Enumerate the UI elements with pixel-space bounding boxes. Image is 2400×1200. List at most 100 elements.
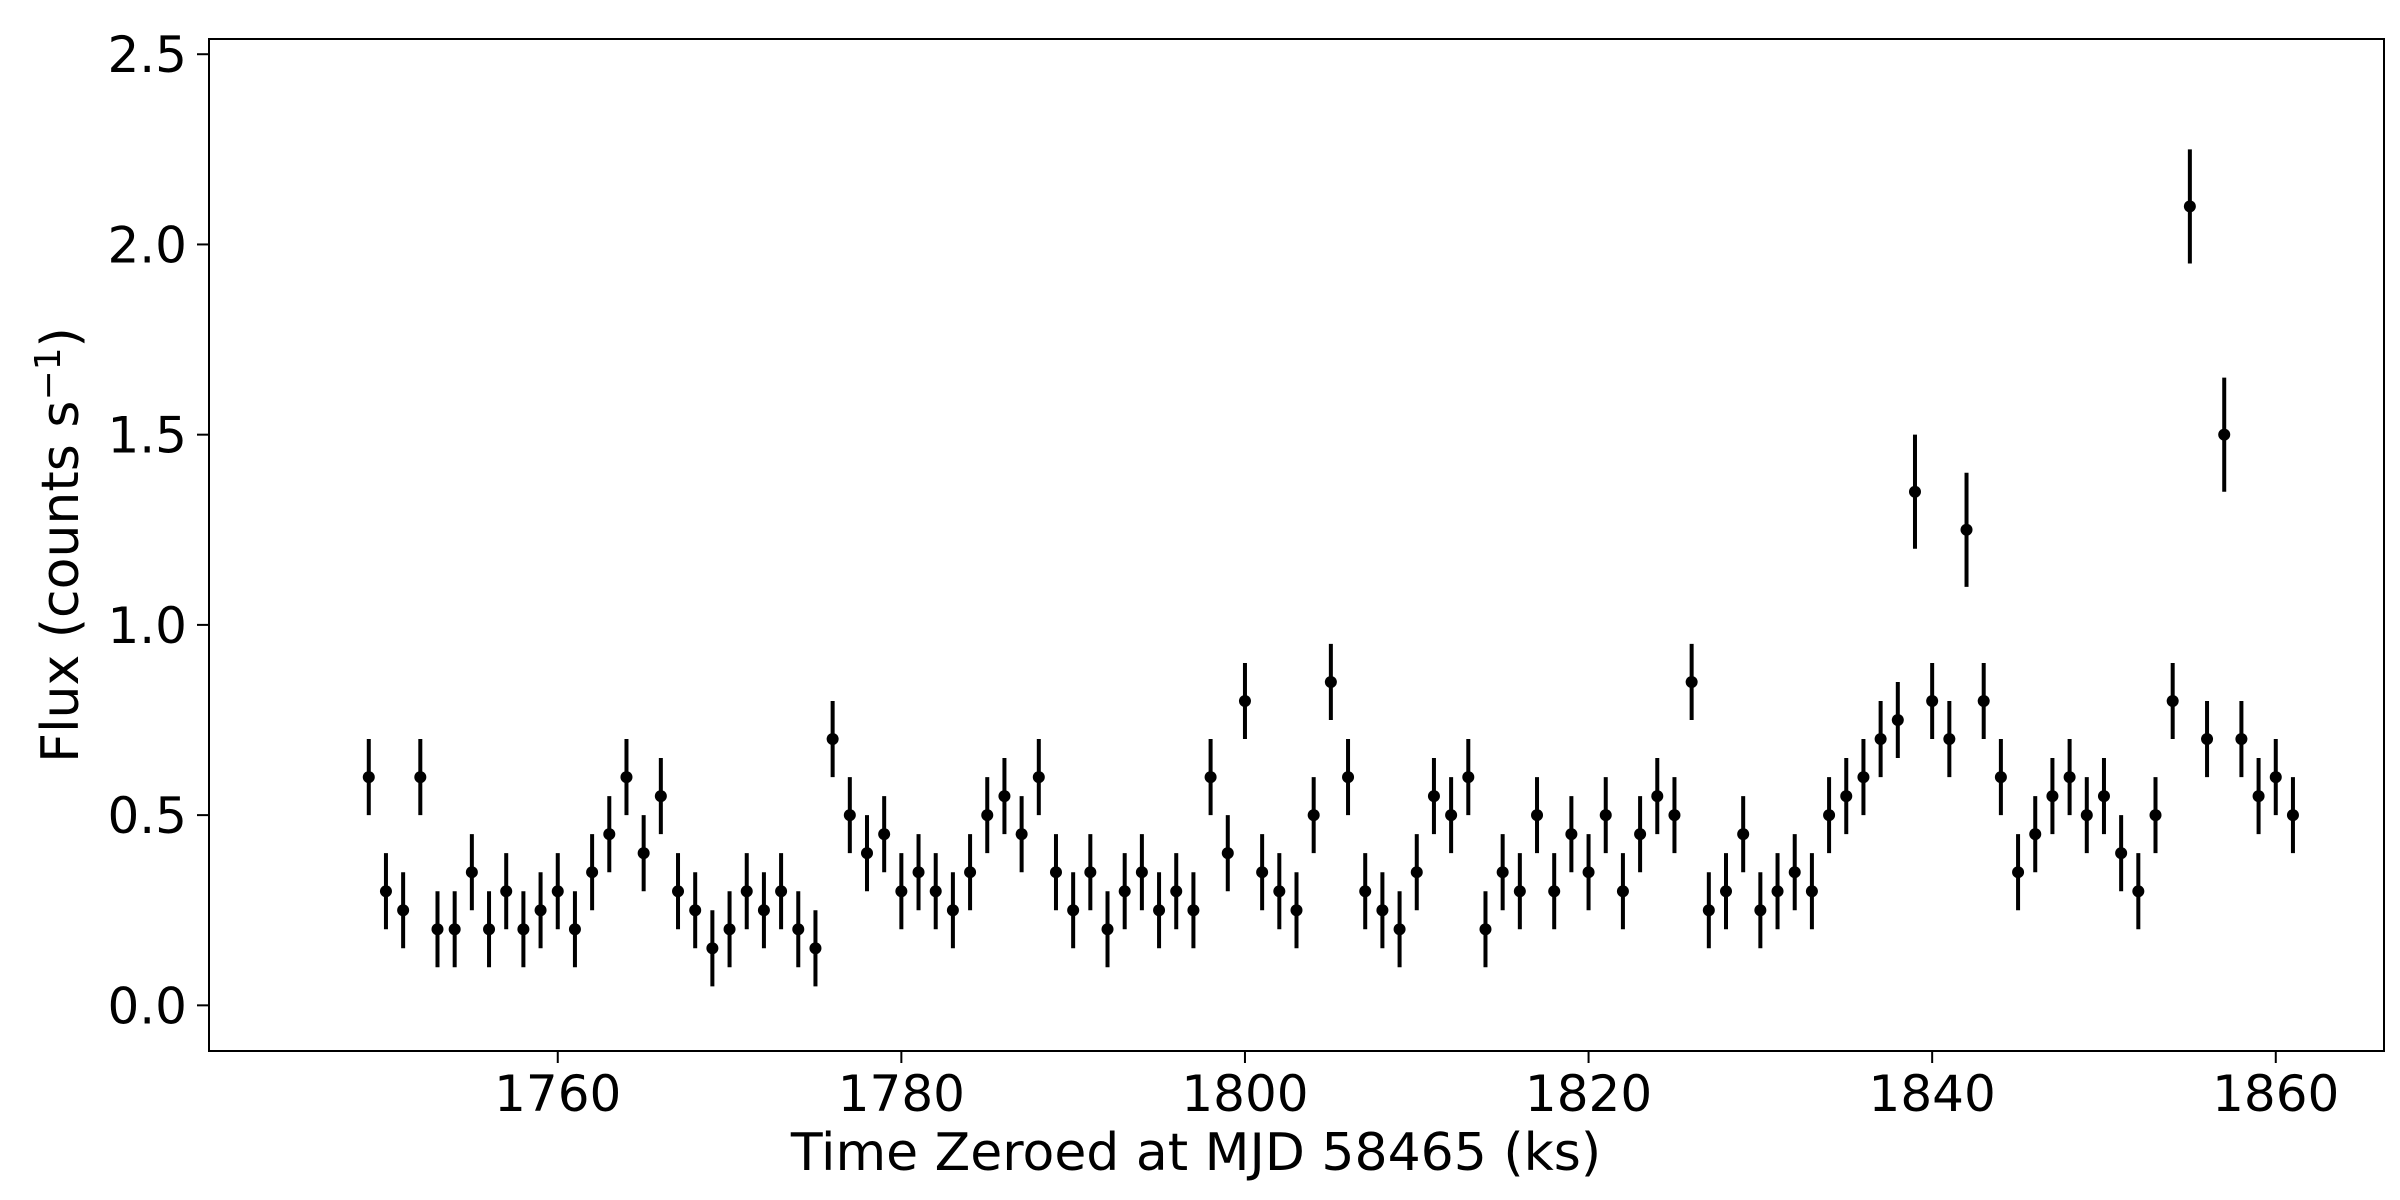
data-point (1342, 771, 1355, 784)
data-point (1256, 866, 1269, 879)
data-point (1531, 809, 1544, 822)
data-point (2063, 771, 2076, 784)
data-point (1135, 866, 1148, 879)
data-point (1702, 904, 1715, 917)
data-point (1032, 771, 1045, 784)
data-point (1393, 923, 1406, 936)
data-point (1616, 885, 1629, 898)
data-point (706, 942, 719, 955)
data-point (1891, 714, 1904, 727)
y-axis-label: Flux (counts s−1) (28, 327, 91, 763)
data-point (1513, 885, 1526, 898)
x-tick-label: 1760 (494, 1065, 621, 1123)
y-tick-label: 0.5 (107, 787, 187, 845)
data-point (517, 923, 530, 936)
data-point (2183, 200, 2196, 213)
data-point (2201, 733, 2214, 746)
data-point (1101, 923, 1114, 936)
data-point (500, 885, 513, 898)
data-point (2046, 790, 2059, 803)
data-point (2132, 885, 2145, 898)
data-point (1118, 885, 1131, 898)
data-point (620, 771, 633, 784)
data-point (1462, 771, 1475, 784)
data-point (757, 904, 770, 917)
x-tick-label: 1840 (1869, 1065, 1996, 1123)
data-point (1427, 790, 1440, 803)
data-point (2235, 733, 2248, 746)
data-point (1221, 847, 1234, 860)
data-point (826, 733, 839, 746)
data-point (689, 904, 702, 917)
data-point (775, 885, 788, 898)
data-point (964, 866, 977, 879)
data-point (1926, 694, 1939, 707)
data-point (740, 885, 753, 898)
data-point (1307, 809, 1320, 822)
y-tick-label: 2.5 (107, 26, 187, 84)
x-tick-label: 1860 (2212, 1065, 2339, 1123)
data-point (1874, 733, 1887, 746)
data-point (1771, 885, 1784, 898)
data-point (792, 923, 805, 936)
x-axis-label: Time Zeroed at MJD 58465 (ks) (790, 1123, 1601, 1183)
data-point (1977, 694, 1990, 707)
data-point (1857, 771, 1870, 784)
y-tick-label: 0.0 (107, 977, 187, 1035)
data-point (946, 904, 959, 917)
data-point (1359, 885, 1372, 898)
data-point (483, 923, 496, 936)
data-point (654, 790, 667, 803)
x-tick-label: 1800 (1181, 1065, 1308, 1123)
data-point (2115, 847, 2128, 860)
data-point (2012, 866, 2025, 879)
data-point (1943, 733, 1956, 746)
data-point (1908, 485, 1921, 498)
data-point (1651, 790, 1664, 803)
data-point (534, 904, 547, 917)
data-point (2252, 790, 2265, 803)
data-point (1170, 885, 1183, 898)
plot-frame (208, 38, 2385, 1052)
data-point (1754, 904, 1767, 917)
data-point (2286, 809, 2299, 822)
data-point (2097, 790, 2110, 803)
data-point (843, 809, 856, 822)
data-point (809, 942, 822, 955)
data-point (1238, 694, 1251, 707)
data-point (1067, 904, 1080, 917)
y-label-sup: −1 (28, 347, 69, 400)
data-point (1410, 866, 1423, 879)
data-point (1015, 828, 1028, 841)
x-tick-label: 1820 (1525, 1065, 1652, 1123)
data-point (1805, 885, 1818, 898)
data-point (1153, 904, 1166, 917)
data-point (929, 885, 942, 898)
data-point (1084, 866, 1097, 879)
data-point (981, 809, 994, 822)
data-point (1960, 523, 1973, 536)
data-point (414, 771, 427, 784)
data-point (1823, 809, 1836, 822)
data-point (1634, 828, 1647, 841)
data-point (1204, 771, 1217, 784)
data-point (1049, 866, 1062, 879)
data-point (397, 904, 410, 917)
data-point (2080, 809, 2093, 822)
y-tick-label: 2.0 (107, 216, 187, 274)
data-point (379, 885, 392, 898)
data-point (1445, 809, 1458, 822)
y-tick-label: 1.0 (107, 597, 187, 655)
data-point (2269, 771, 2282, 784)
y-tick-label: 1.5 (107, 407, 187, 465)
data-point (1737, 828, 1750, 841)
data-point (551, 885, 564, 898)
data-point (1599, 809, 1612, 822)
data-point (1324, 675, 1337, 688)
data-point (1668, 809, 1681, 822)
data-point (1685, 675, 1698, 688)
data-point (878, 828, 891, 841)
data-point (2218, 428, 2231, 441)
data-point (2166, 694, 2179, 707)
